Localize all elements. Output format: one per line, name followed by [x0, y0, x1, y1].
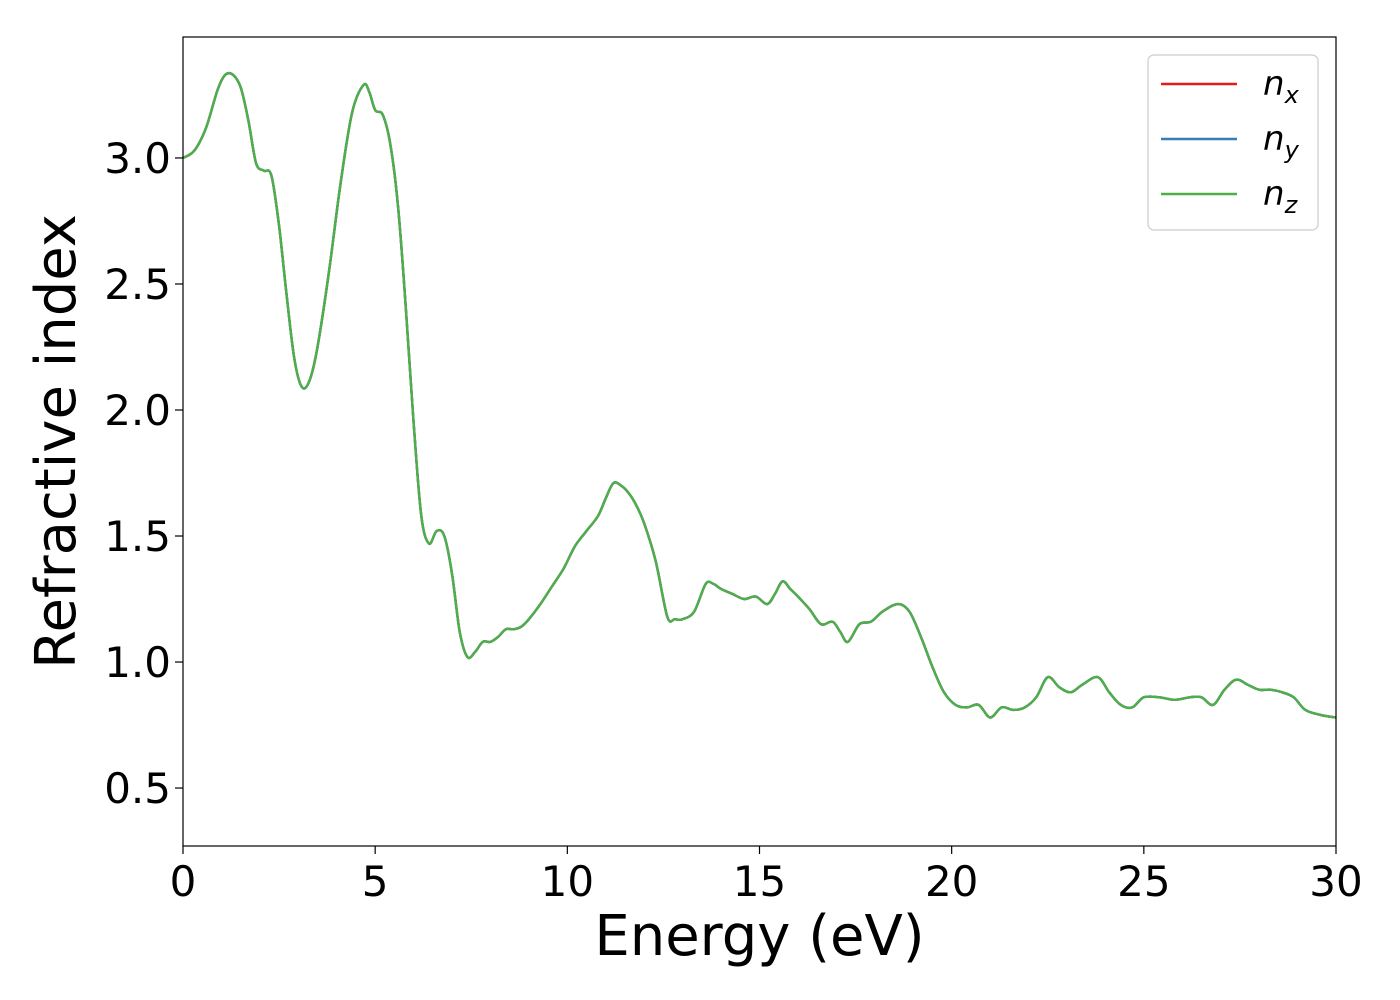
x-tick-label: 15	[733, 857, 786, 906]
y-tick-label: 2.0	[104, 386, 171, 435]
x-tick-label: 5	[362, 857, 389, 906]
legend-label-subscript: x	[1284, 81, 1300, 109]
legend-box	[1147, 54, 1319, 231]
legend-label-base: n	[1263, 119, 1285, 159]
y-tick-label: 3.0	[104, 134, 171, 183]
x-axis-label: Energy (eV)	[594, 904, 924, 969]
x-tick-label: 0	[170, 857, 197, 906]
x-tick-label: 20	[925, 857, 978, 906]
y-tick-label: 2.5	[104, 260, 171, 309]
legend-label-subscript: z	[1284, 191, 1299, 219]
x-tick-label: 25	[1117, 857, 1170, 906]
legend-label-nz: nz	[1263, 174, 1299, 219]
y-tick-label: 0.5	[104, 764, 171, 813]
legend-label-base: n	[1263, 64, 1285, 104]
y-tick-label: 1.5	[104, 512, 171, 561]
y-tick-label: 1.0	[104, 638, 171, 687]
series-layer	[182, 71, 1337, 719]
series-line-nz	[182, 71, 1337, 719]
legend-label-subscript: y	[1284, 136, 1300, 164]
legend-label-ny: ny	[1263, 119, 1300, 164]
x-axis-ticks: 0 5 10 15 20 25 30	[170, 846, 1363, 906]
x-tick-label: 10	[541, 857, 594, 906]
y-axis-label: Refractive index	[24, 214, 89, 669]
legend-label-nx: nx	[1263, 64, 1300, 109]
legend-label-base: n	[1263, 174, 1285, 214]
x-tick-label: 30	[1309, 857, 1362, 906]
y-axis-ticks: 0.5 1.0 1.5 2.0 2.5 3.0	[104, 134, 183, 813]
